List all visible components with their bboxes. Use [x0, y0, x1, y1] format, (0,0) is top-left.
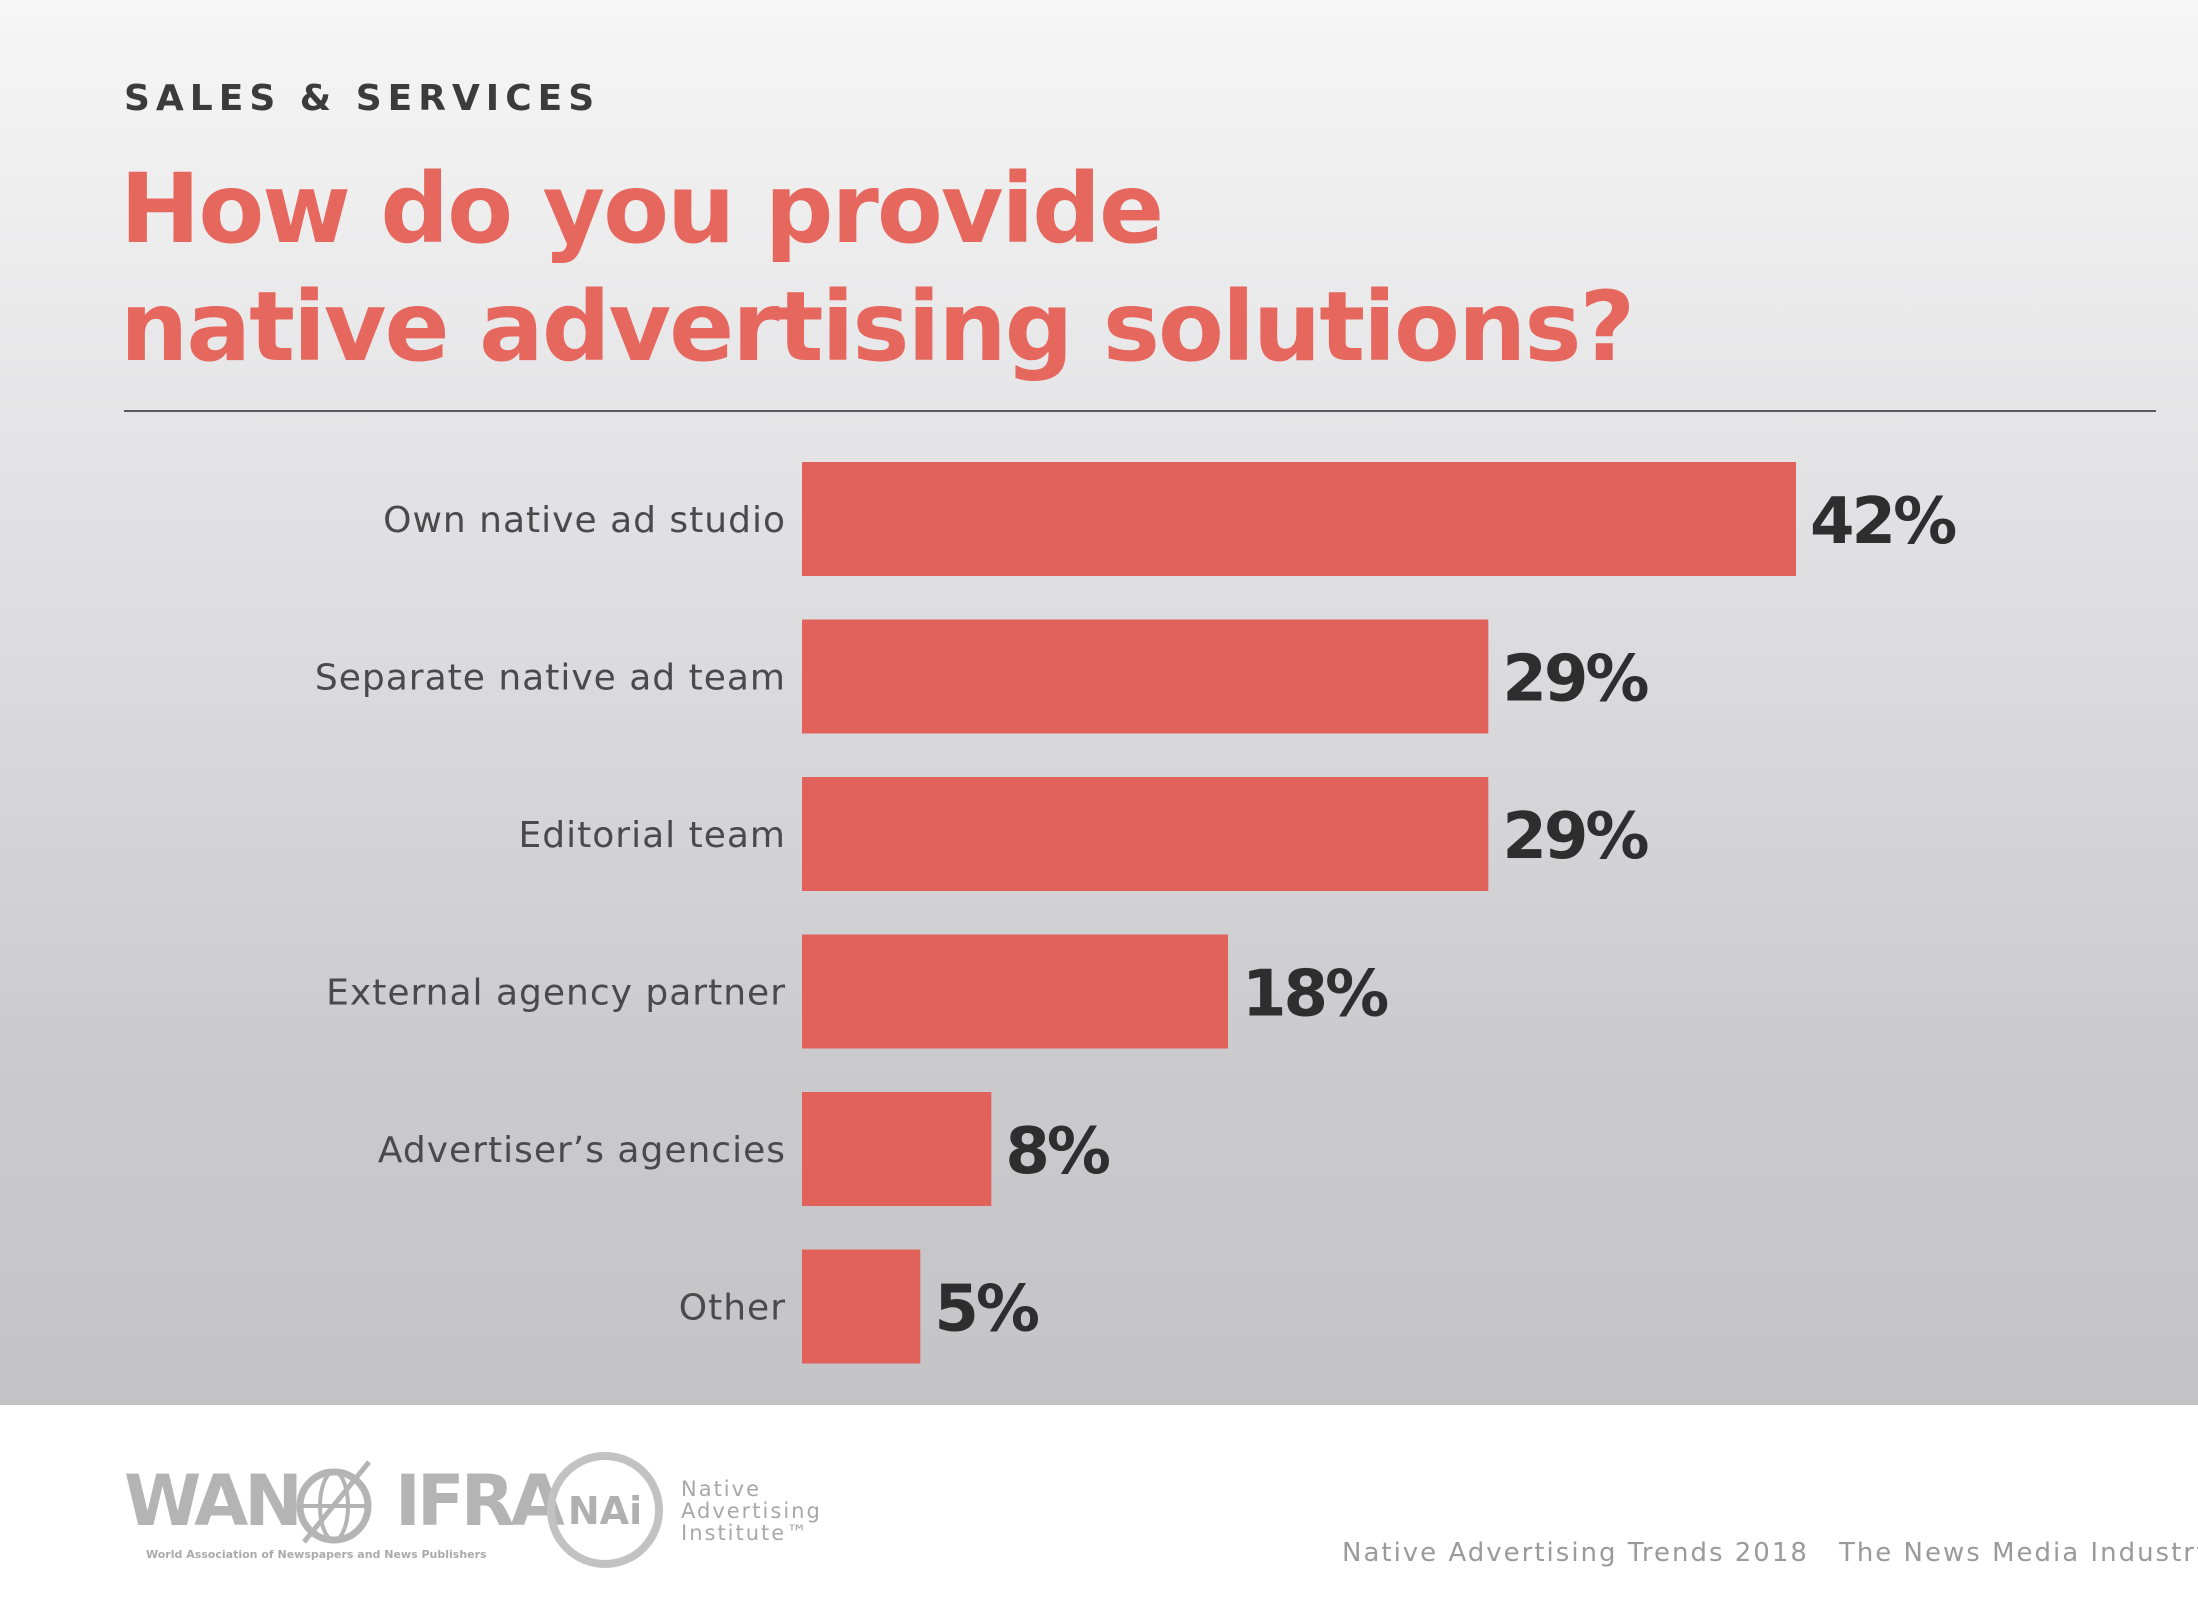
footer-credit-report: Native Advertising Trends 2018	[1342, 1538, 1809, 1568]
nai-logo-line-2: Advertising	[681, 1499, 822, 1523]
value-label-2: 29%	[1502, 800, 1648, 874]
bar-2	[802, 777, 1489, 891]
wan-ifra-logo-right: IFRA	[394, 1460, 565, 1542]
title-line-2: native advertising solutions?	[120, 271, 1635, 383]
category-label-0: Own native ad studio	[383, 500, 786, 541]
category-label-5: Other	[679, 1288, 786, 1329]
bar-0	[802, 462, 1796, 576]
title-divider	[124, 410, 2156, 412]
bar-5	[802, 1249, 921, 1364]
value-label-1: 29%	[1502, 643, 1648, 717]
title-line-1: How do you provide	[120, 153, 1164, 265]
category-label-1: Separate native ad team	[315, 658, 786, 699]
nai-logo-line-1: Native	[681, 1477, 761, 1501]
category-label-3: External agency partner	[326, 973, 786, 1014]
wan-ifra-logo: WAN IFRA World Association of Newspapers …	[124, 1460, 565, 1570]
category-label-2: Editorial team	[519, 815, 786, 856]
bar-chart: Own native ad studio 42% Separate native a…	[315, 462, 1959, 1364]
nai-logo-line-3: Institute™	[681, 1521, 810, 1545]
nai-logo: NAi Native Advertising Institute™	[545, 1450, 845, 1580]
nai-circle-icon: NAi	[547, 1452, 663, 1568]
category-label-4: Advertiser’s agencies	[378, 1130, 786, 1171]
value-label-4: 8%	[1005, 1115, 1110, 1189]
section-label: SALES & SERVICES	[124, 78, 601, 119]
nai-logo-mark: NAi	[568, 1489, 642, 1533]
chart-title: How do you provide native advertising so…	[120, 150, 2020, 386]
globe-icon	[296, 1460, 372, 1544]
wan-ifra-logo-left: WAN	[124, 1460, 303, 1542]
value-label-3: 18%	[1242, 958, 1388, 1032]
bar-4	[802, 1092, 992, 1206]
value-label-5: 5%	[934, 1273, 1039, 1347]
footer-credit-subtitle: The News Media Industry	[1838, 1538, 2198, 1568]
bar-3	[802, 934, 1228, 1049]
footer-credits: Native Advertising Trends 2018 The News M…	[1342, 1538, 2198, 1568]
wan-ifra-tagline: World Association of Newspapers and News…	[146, 1548, 487, 1561]
value-label-0: 42%	[1810, 485, 1956, 559]
bar-1	[802, 619, 1489, 734]
